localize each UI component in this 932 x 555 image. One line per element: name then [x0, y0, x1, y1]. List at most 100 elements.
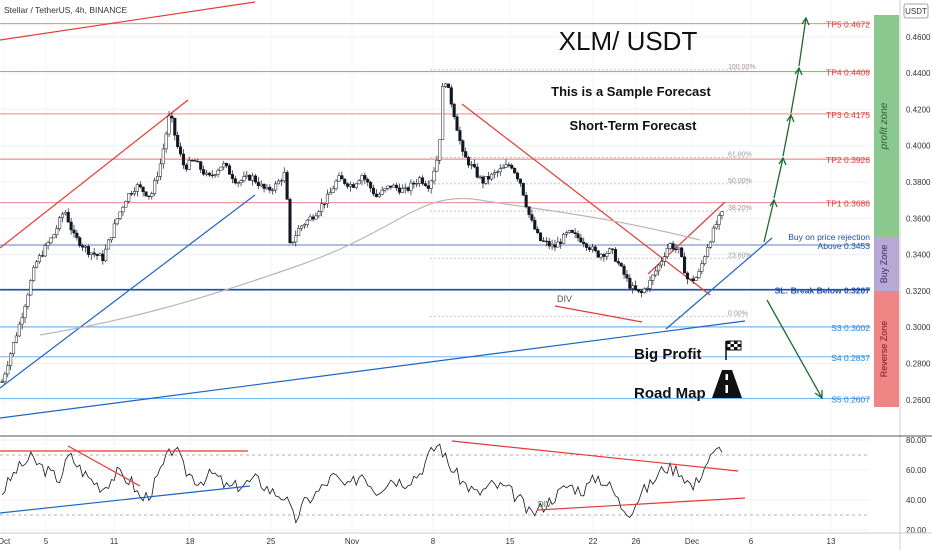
level-label: S5 0.2607: [831, 395, 870, 405]
forecast-arrow-1: [763, 199, 775, 243]
div-label-price: DIV: [557, 294, 572, 304]
candle-body: [311, 216, 315, 220]
candle-body: [66, 212, 70, 223]
candle-body: [297, 228, 301, 237]
trendline-blue-long[interactable]: [0, 320, 746, 419]
time-tick: 18: [186, 537, 195, 546]
candle-body: [415, 183, 419, 185]
candle-body: [176, 134, 180, 148]
price-tick: 0.3200: [906, 287, 931, 296]
candle-body: [484, 176, 488, 184]
candle-body: [377, 194, 381, 198]
time-tick: 26: [632, 537, 641, 546]
rsi-trendline[interactable]: [67, 445, 141, 487]
rsi-trendline[interactable]: [537, 497, 746, 511]
candle-body: [392, 184, 396, 188]
candle-body: [636, 289, 641, 292]
short-term-forecast-text: Short-Term Forecast: [570, 118, 698, 133]
sample-forecast-text: This is a Sample Forecast: [551, 84, 711, 99]
candle-body: [599, 254, 603, 258]
candle-body: [17, 323, 21, 337]
candle-body: [239, 180, 243, 184]
candle-body: [570, 230, 574, 233]
candle-body: [121, 206, 125, 213]
candle-body: [683, 256, 687, 274]
candle-body: [219, 166, 223, 171]
candle-body: [135, 184, 139, 192]
candle-body: [184, 164, 188, 170]
level-label: TP5 0.4672: [826, 20, 870, 30]
candle-body: [608, 248, 612, 254]
candle-body: [438, 139, 442, 161]
candle-body: [680, 247, 684, 258]
checkered-flag-icon: [725, 340, 742, 360]
candle-body: [236, 182, 240, 184]
candle-body: [539, 232, 543, 241]
trendline-red-down[interactable]: [461, 103, 711, 296]
candle-body: [389, 185, 393, 188]
candle-body: [619, 262, 623, 267]
candle-body: [173, 117, 177, 136]
candle-body: [688, 278, 692, 280]
candle-body: [369, 181, 373, 189]
level-label: TP2 0.3926: [826, 155, 870, 165]
candle-body: [409, 182, 413, 191]
rsi-trendline[interactable]: [451, 440, 739, 472]
candle-body: [115, 218, 119, 225]
candle-body: [314, 215, 318, 220]
fib-label: 38.20%: [728, 205, 752, 212]
candle-body: [26, 294, 30, 307]
candle-body: [317, 211, 321, 217]
candle-body: [467, 157, 471, 166]
candle-body: [432, 170, 436, 182]
candle-body: [498, 168, 502, 173]
candle-body: [325, 193, 329, 205]
candle-body: [357, 180, 361, 185]
price-axis[interactable]: 0.4600 0.4400 0.4200 0.4000 0.3800 0.3600 0.34…: [899, 0, 931, 550]
candle-body: [423, 183, 427, 186]
level-label: TP1 0.3686: [826, 199, 870, 209]
candle-body: [49, 237, 53, 244]
rsi-line: [1, 443, 723, 524]
candle-body: [81, 245, 85, 248]
trendline-red-up[interactable]: [0, 99, 189, 249]
price-tick: 0.4600: [906, 33, 931, 42]
candle-body: [515, 172, 520, 180]
candle-body: [510, 165, 514, 169]
candle-body: [20, 317, 24, 325]
candle-body: [605, 252, 609, 257]
candle-body: [657, 264, 661, 272]
candle-body: [420, 177, 425, 184]
trendline-blue-short[interactable]: [665, 237, 773, 330]
candle-body: [622, 265, 626, 275]
forecast-arrowhead-4: [794, 66, 803, 76]
candle-body: [274, 183, 278, 191]
time-tick: 22: [589, 537, 598, 546]
price-tick: 0.2600: [906, 396, 931, 405]
candle-body: [343, 178, 347, 184]
candle-body: [524, 194, 528, 207]
candle-body: [651, 274, 655, 281]
trendline-top[interactable]: [0, 1, 256, 41]
candle-body: [213, 174, 217, 176]
divergence-line-price[interactable]: [554, 305, 643, 323]
trendline-blue-up[interactable]: [0, 194, 256, 389]
candle-body: [72, 229, 76, 234]
candle-body: [541, 240, 545, 242]
candle-body: [685, 272, 689, 280]
candle-body: [452, 103, 456, 117]
candle-body: [69, 221, 73, 231]
candle-body: [348, 184, 353, 187]
price-tick: 0.3400: [906, 251, 931, 260]
candle-body: [294, 235, 298, 243]
time-tick: Nov: [345, 537, 359, 546]
candle-body: [29, 280, 33, 296]
time-axis[interactable]: Oct 5 11 18 25 Nov 8 15 22 26 Dec 6 13: [0, 532, 932, 546]
profit-zone-label: profit zone: [879, 102, 890, 150]
rsi-trendline[interactable]: [0, 485, 251, 514]
candle-body: [320, 203, 324, 212]
candle-body: [83, 246, 88, 248]
candle-body: [40, 255, 44, 257]
